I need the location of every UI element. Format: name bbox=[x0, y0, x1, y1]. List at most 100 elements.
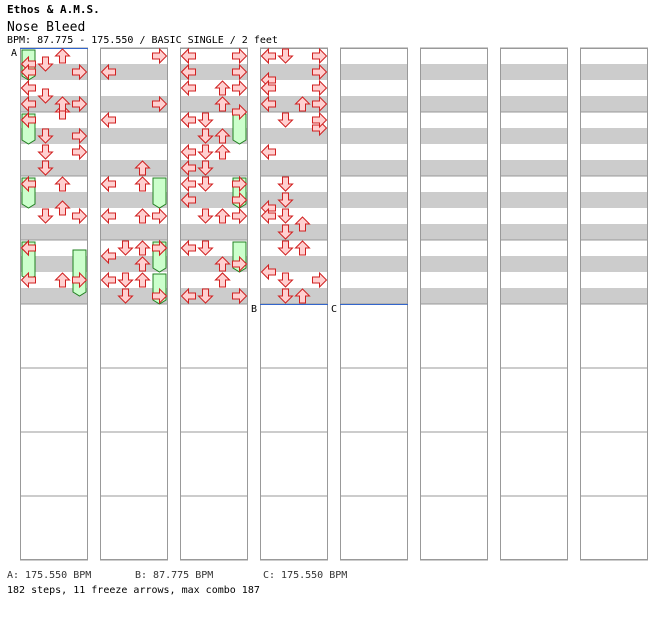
step-arrow-right bbox=[72, 63, 88, 81]
step-arrow-left bbox=[100, 247, 116, 265]
step-arrow-right bbox=[312, 63, 328, 81]
step-arrow-up bbox=[214, 128, 231, 144]
step-arrow-right bbox=[312, 271, 328, 289]
step-arrow-left bbox=[20, 63, 36, 81]
chart-column bbox=[180, 47, 248, 561]
chart-column bbox=[260, 47, 328, 561]
step-arrow-right bbox=[152, 287, 168, 305]
step-arrow-down bbox=[197, 176, 214, 192]
chart-column bbox=[20, 47, 88, 561]
step-arrow-down bbox=[277, 224, 294, 240]
step-arrow-right bbox=[232, 287, 248, 305]
step-arrow-up bbox=[54, 96, 71, 112]
step-arrow-left bbox=[20, 239, 36, 257]
step-arrow-right bbox=[232, 63, 248, 81]
step-arrow-down bbox=[277, 192, 294, 208]
step-arrow-up bbox=[294, 288, 311, 304]
step-arrow-left bbox=[180, 79, 196, 97]
step-arrow-up bbox=[214, 208, 231, 224]
step-arrow-right bbox=[312, 95, 328, 113]
step-arrow-right bbox=[152, 207, 168, 225]
chart-meta: BPM: 87.775 - 175.550 / BASIC SINGLE / 2… bbox=[7, 35, 278, 46]
artist-name: Ethos & A.M.S. bbox=[7, 3, 100, 16]
step-arrow-down bbox=[277, 288, 294, 304]
step-arrow-right bbox=[232, 47, 248, 65]
step-arrow-up bbox=[134, 208, 151, 224]
step-arrow-left bbox=[180, 47, 196, 65]
step-arrow-right bbox=[232, 191, 248, 209]
svg-text:C: C bbox=[331, 304, 337, 315]
bpm-marker-b: B bbox=[251, 304, 328, 315]
step-arrow-down bbox=[37, 88, 54, 104]
step-arrow-left bbox=[20, 175, 36, 193]
step-arrow-down bbox=[37, 144, 54, 160]
step-arrow-down bbox=[277, 272, 294, 288]
step-arrow-up bbox=[54, 48, 71, 64]
step-arrow-down bbox=[117, 272, 134, 288]
step-arrow-right bbox=[232, 207, 248, 225]
step-arrow-down bbox=[197, 128, 214, 144]
step-arrow-right bbox=[72, 127, 88, 145]
step-arrow-down bbox=[37, 128, 54, 144]
step-arrow-up bbox=[214, 272, 231, 288]
step-arrow-up bbox=[214, 256, 231, 272]
song-title: Nose Bleed bbox=[7, 20, 86, 35]
chart-column bbox=[500, 47, 568, 561]
step-arrow-left bbox=[260, 95, 276, 113]
step-arrow-down bbox=[197, 112, 214, 128]
step-arrow-right bbox=[72, 207, 88, 225]
step-arrow-up bbox=[54, 176, 71, 192]
step-arrow-left bbox=[100, 63, 116, 81]
step-arrow-left bbox=[180, 111, 196, 129]
step-arrow-left bbox=[180, 191, 196, 209]
step-arrow-up bbox=[134, 272, 151, 288]
step-arrow-left bbox=[180, 63, 196, 81]
step-arrow-down bbox=[277, 176, 294, 192]
step-arrow-left bbox=[20, 111, 36, 129]
step-arrow-left bbox=[100, 111, 116, 129]
step-arrow-down bbox=[197, 240, 214, 256]
chart-column bbox=[340, 47, 408, 561]
step-arrow-down bbox=[197, 144, 214, 160]
step-chart: A B C bbox=[11, 47, 648, 561]
step-arrow-up bbox=[294, 216, 311, 232]
step-arrow-down bbox=[277, 48, 294, 64]
step-arrow-down bbox=[277, 112, 294, 128]
step-arrow-right bbox=[312, 111, 328, 129]
bpm-legend-c: C: 175.550 BPM bbox=[263, 570, 348, 581]
step-arrow-right bbox=[232, 255, 248, 273]
step-arrow-left bbox=[100, 175, 116, 193]
step-arrow-left bbox=[20, 95, 36, 113]
step-arrow-down bbox=[37, 160, 54, 176]
step-arrow-right bbox=[312, 47, 328, 65]
step-arrow-down bbox=[277, 240, 294, 256]
step-arrow-down bbox=[37, 56, 54, 72]
svg-text:B: B bbox=[251, 304, 257, 315]
step-arrow-down bbox=[37, 208, 54, 224]
step-arrow-up bbox=[214, 80, 231, 96]
step-arrow-up bbox=[134, 240, 151, 256]
step-arrow-left bbox=[260, 143, 276, 161]
step-arrow-right bbox=[232, 103, 248, 121]
step-arrow-down bbox=[197, 160, 214, 176]
step-arrow-left bbox=[100, 271, 116, 289]
step-arrow-down bbox=[197, 288, 214, 304]
step-arrow-up bbox=[134, 160, 151, 176]
step-arrow-left bbox=[180, 239, 196, 257]
bpm-legend-b: B: 87.775 BPM bbox=[135, 570, 214, 581]
step-arrow-right bbox=[232, 175, 248, 193]
chart-column bbox=[420, 47, 488, 561]
step-arrow-left bbox=[20, 79, 36, 97]
step-arrow-left bbox=[260, 263, 276, 281]
step-arrow-left bbox=[20, 271, 36, 289]
step-arrow-up bbox=[134, 256, 151, 272]
step-arrow-left bbox=[260, 79, 276, 97]
step-arrow-right bbox=[72, 271, 88, 289]
freeze-arrow bbox=[152, 177, 167, 209]
step-arrow-right bbox=[152, 239, 168, 257]
step-arrow-up bbox=[54, 200, 71, 216]
step-arrow-left bbox=[180, 159, 196, 177]
bpm-marker-a: A bbox=[11, 48, 88, 59]
step-arrow-up bbox=[214, 96, 231, 112]
step-arrow-up bbox=[214, 144, 231, 160]
